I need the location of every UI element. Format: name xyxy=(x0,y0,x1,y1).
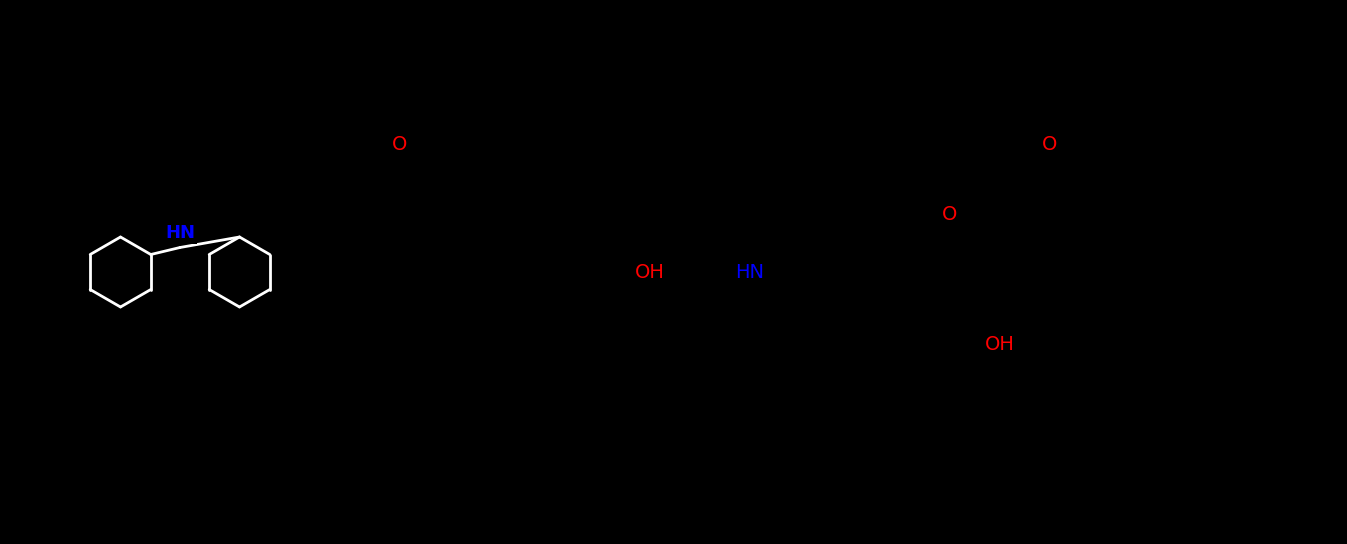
Text: HN: HN xyxy=(735,263,765,281)
Text: HN: HN xyxy=(164,225,195,243)
Text: OH: OH xyxy=(634,263,665,281)
Text: OH: OH xyxy=(985,335,1014,354)
Text: O: O xyxy=(943,205,958,224)
Text: O: O xyxy=(392,134,408,153)
Text: O: O xyxy=(1043,134,1057,153)
